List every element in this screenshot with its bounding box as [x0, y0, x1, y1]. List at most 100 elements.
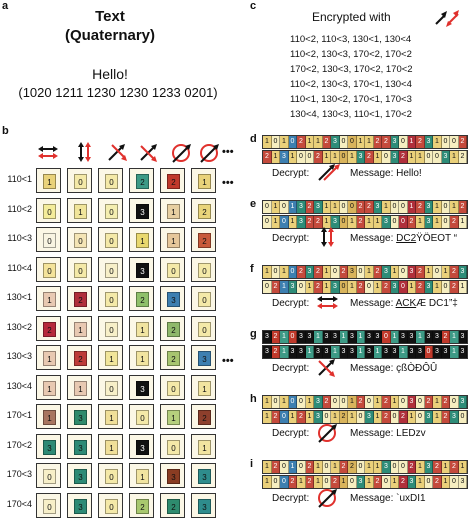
strip-cell: 2 [382, 411, 391, 423]
grid-cell-value: 0 [74, 233, 87, 248]
strip-cell: 3 [288, 281, 297, 293]
strip-cell: 1 [263, 476, 272, 488]
cross-arrows-icon [140, 144, 157, 162]
strip-cell: 3 [365, 346, 374, 358]
panel-b-ellipsis-row1: ••• [222, 177, 234, 189]
strip-cell: 2 [271, 281, 280, 293]
grid-cell: 0 [160, 433, 185, 459]
strip-cell: 0 [399, 216, 408, 228]
panel-a-title-2: (Quaternary) [64, 27, 156, 44]
strip-cell: 1 [407, 411, 416, 423]
strip-cell: 2 [314, 216, 323, 228]
grid-cell-value: 0 [105, 262, 118, 278]
message-control-code: ACK [395, 298, 417, 309]
panel-g-label: g [250, 328, 257, 340]
strip-cell: 0 [271, 476, 280, 488]
strip-cell: 2 [331, 476, 340, 488]
strip-cell: 2 [399, 476, 408, 488]
strip-cell: 0 [263, 201, 272, 213]
strip-cell: 0 [271, 136, 280, 148]
grid-cell: 2 [129, 168, 154, 193]
strip-cell: 3 [382, 266, 391, 278]
strip-cell: 2 [450, 281, 459, 293]
strip-cell: 0 [339, 136, 348, 148]
strip-cell: 0 [288, 396, 297, 408]
strip-cell: 1 [263, 136, 272, 148]
strip-cell: 1 [365, 216, 374, 228]
grid-cell: 1 [129, 463, 154, 488]
strip-cell: 2 [356, 396, 365, 408]
grid-cell-value: 3 [198, 351, 211, 366]
panel-a-title-1: Text [95, 8, 125, 25]
strip-cell: 3 [424, 461, 433, 473]
grid-cell: 0 [36, 197, 61, 223]
strip-cell: 3 [458, 266, 467, 278]
strip-cell: 3 [297, 216, 306, 228]
strip-cell: 2 [382, 136, 391, 148]
grid-cell: 0 [98, 492, 123, 518]
strip-cell: 1 [416, 461, 425, 473]
grid-cell: 1 [191, 168, 216, 193]
grid-cell: 0 [160, 256, 185, 282]
grid-cell-value: 0 [105, 469, 118, 484]
strip-cell: 3 [424, 281, 433, 293]
panel-c-line: 130<4, 130<3, 110<1, 170<2 [290, 109, 412, 120]
strip-cell: 1 [441, 476, 450, 488]
strip-cell: 1 [322, 281, 331, 293]
strip-cell: 1 [407, 151, 416, 163]
strip-cell: 2 [348, 461, 357, 473]
strip-cell: 2 [305, 461, 314, 473]
strip-cell: 2 [407, 461, 416, 473]
strip-cell: 1 [416, 151, 425, 163]
strip-cell: 2 [373, 136, 382, 148]
grid-cell: 1 [129, 227, 154, 252]
strip-cell: 0 [399, 281, 408, 293]
strip-cell: 3 [424, 331, 433, 343]
strip-cell: 0 [416, 411, 425, 423]
strip-cell: 0 [399, 266, 408, 278]
grid-cell: 0 [160, 374, 185, 400]
strip-cell: 3 [382, 216, 391, 228]
strip-cell: 3 [407, 266, 416, 278]
strip-cell: 0 [365, 396, 374, 408]
strip-cell: 3 [305, 331, 314, 343]
strip-cell: 3 [365, 411, 374, 423]
strip-cell: 1 [373, 216, 382, 228]
grid-cell: 0 [36, 227, 61, 252]
panel-b-label: b [2, 125, 9, 137]
strip-cell: 1 [348, 151, 357, 163]
panel-e-label: e [250, 198, 257, 210]
panel-c-line: 110<2, 110<3, 130<1, 130<4 [290, 34, 412, 45]
strip-cell: 3 [390, 136, 399, 148]
panel-d-message: Message: Hello! [350, 168, 422, 179]
grid-cell-value: 2 [167, 351, 180, 366]
strip-cell: 3 [407, 396, 416, 408]
grid-cell: 1 [160, 227, 185, 252]
strip-cell: 0 [280, 476, 289, 488]
strip-cell: 2 [322, 396, 331, 408]
grid-cell-value: 2 [198, 410, 211, 425]
panel-e-message: Message: DC2ŸÖEOT “ [350, 233, 457, 244]
strip-cell: 0 [322, 461, 331, 473]
strip-cell: 3 [314, 201, 323, 213]
strip-cell: 2 [365, 201, 374, 213]
strip-cell: 0 [441, 216, 450, 228]
strip-cell: 3 [314, 346, 323, 358]
strip-cell: 1 [348, 396, 357, 408]
strip-cell: 2 [288, 476, 297, 488]
panel-c-lines: 110<2, 110<3, 130<1, 130<4 110<2, 130<3,… [290, 32, 413, 122]
strip-cell: 0 [365, 281, 374, 293]
strip-cell: 3 [390, 346, 399, 358]
message-text: `uxDI1 [396, 493, 426, 504]
diagonal-arrows-icon [318, 164, 340, 181]
strip-cell: 3 [322, 331, 331, 343]
strip-cell: 0 [458, 411, 467, 423]
grid-cell-value: 1 [198, 174, 211, 189]
strip-cell: 1 [407, 201, 416, 213]
strip-cell: 0 [339, 281, 348, 293]
message-prefix: Message: [350, 493, 397, 504]
grid-cell-value: 2 [136, 498, 149, 514]
strip-cell: 1 [407, 136, 416, 148]
grid-cell: 3 [129, 256, 154, 282]
